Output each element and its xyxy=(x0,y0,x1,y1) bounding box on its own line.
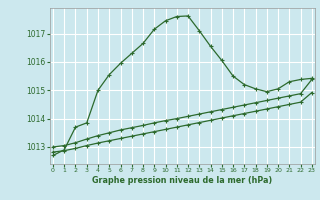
X-axis label: Graphe pression niveau de la mer (hPa): Graphe pression niveau de la mer (hPa) xyxy=(92,176,273,185)
